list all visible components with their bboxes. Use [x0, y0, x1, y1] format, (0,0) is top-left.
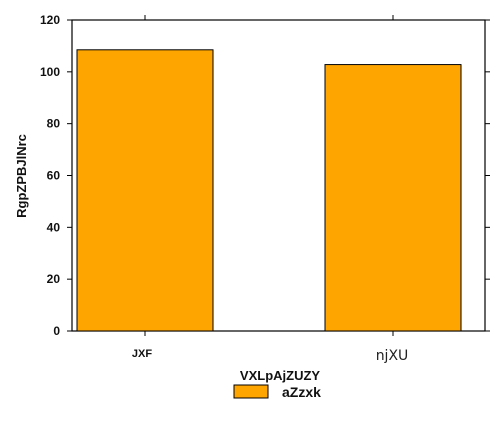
y-axis: 0 20 40 60 80 100 120	[40, 13, 490, 338]
y-tick-label: 40	[47, 220, 61, 234]
legend: aZzxk	[233, 384, 321, 400]
y-tick-label: 0	[53, 324, 60, 338]
y-tick-label: 120	[40, 13, 60, 27]
legend-swatch	[233, 384, 269, 399]
y-axis-label: RgpZPBJlNrc	[14, 134, 29, 218]
x-axis: JXF njXU	[132, 15, 408, 364]
legend-label: aZzxk	[282, 384, 321, 400]
y-tick-label: 20	[47, 272, 61, 286]
y-tick-label: 80	[47, 117, 61, 131]
x-tick-label: JXF	[132, 348, 152, 360]
bar-njXU	[324, 64, 462, 332]
bars-group	[76, 49, 462, 332]
y-tick-label: 100	[40, 65, 60, 79]
x-axis-label: VXLpAjZUZY	[240, 368, 320, 383]
x-tick-label: njXU	[376, 348, 409, 364]
y-tick-label: 60	[47, 169, 61, 183]
bar-JXF	[76, 49, 214, 332]
